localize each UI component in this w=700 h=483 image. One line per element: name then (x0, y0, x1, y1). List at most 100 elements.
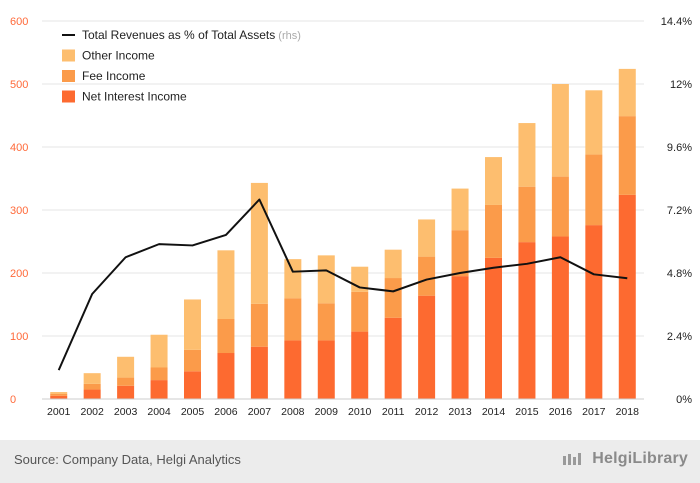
bar-other-income (618, 68, 636, 117)
x-tick-label: 2013 (448, 406, 472, 418)
bar-fee-income (618, 116, 636, 195)
y-left-tick-label: 300 (10, 205, 28, 217)
bar-other-income (317, 255, 335, 304)
y-left-tick-label: 0 (10, 394, 16, 406)
legend-swatch (62, 90, 75, 103)
legend-swatch (62, 70, 75, 82)
x-tick-label: 2008 (281, 406, 305, 418)
bar-other-income (418, 219, 436, 257)
bar-other-income (451, 188, 469, 231)
bar-net-interest-income (518, 242, 536, 399)
legend-swatch (62, 49, 75, 62)
y-right-tick-label: 9.6% (667, 142, 692, 154)
y-right-tick-label: 7.2% (667, 205, 692, 217)
bar-net-interest-income (217, 353, 235, 399)
bar-fee-income (585, 154, 603, 226)
y-right-tick-label: 14.4% (661, 16, 692, 28)
x-tick-label: 2005 (181, 406, 205, 418)
source-note: Source: Company Data, Helgi Analytics (14, 452, 241, 467)
legend-label: Total Revenues as % of Total Assets (rhs… (82, 28, 301, 42)
y-right-tick-label: 0% (676, 394, 692, 406)
y-left-tick-label: 600 (10, 16, 28, 28)
bar-net-interest-income (485, 257, 502, 399)
bar-other-income (384, 249, 402, 279)
brand-name: HelgiLibrary (592, 450, 688, 467)
bar-fee-income (485, 204, 502, 258)
x-tick-label: 2018 (616, 406, 640, 418)
bar-net-interest-income (284, 340, 302, 399)
x-tick-label: 2004 (147, 406, 171, 418)
brand-logo: HelgiLibrary (562, 450, 688, 468)
x-tick-label: 2011 (382, 406, 405, 418)
y-left-tick-label: 100 (10, 331, 28, 343)
footer: Source: Company Data, Helgi Analytics He… (0, 440, 700, 483)
bar-fee-income (551, 176, 569, 237)
x-tick-label: 2003 (114, 406, 138, 418)
bar-other-income (518, 123, 536, 187)
x-tick-label: 2014 (482, 406, 506, 418)
bar-net-interest-income (184, 371, 201, 399)
bar-other-income (184, 299, 201, 350)
library-icon (562, 452, 581, 465)
y-right-tick-label: 2.4% (667, 331, 692, 343)
bar-fee-income (518, 186, 536, 243)
x-tick-label: 2012 (415, 406, 439, 418)
bar-other-income (284, 259, 302, 299)
x-tick-label: 2002 (80, 406, 104, 418)
bar-other-income (250, 182, 268, 304)
x-tick-label: 2001 (47, 406, 71, 418)
chart: 0 100 200 300 400 500 600 0% 2.4% 4.8% 7.2% 9.6% 12%… (10, 16, 692, 418)
y-left-tick-label: 200 (10, 268, 28, 280)
y-right-tick-label: 12% (670, 79, 692, 91)
bar-net-interest-income (50, 395, 68, 399)
x-tick-label: 2009 (315, 406, 339, 418)
bar-fee-income (250, 303, 268, 347)
bar-net-interest-income (585, 225, 603, 399)
bar-other-income (485, 157, 502, 205)
bar-net-interest-income (250, 346, 268, 399)
bar-net-interest-income (117, 385, 135, 399)
x-tick-label: 2015 (515, 406, 539, 418)
bar-other-income (551, 84, 569, 177)
bar-fee-income (451, 230, 469, 277)
y-left-tick-label: 400 (10, 142, 28, 154)
bar-fee-income (351, 291, 369, 332)
x-tick-label: 2007 (248, 406, 272, 418)
bar-other-income (117, 356, 135, 378)
bar-net-interest-income (418, 295, 436, 399)
legend-label: Fee Income (82, 69, 146, 83)
bar-other-income (50, 392, 68, 394)
bar-net-interest-income (451, 276, 469, 399)
bar-other-income (585, 90, 603, 155)
bar-fee-income (418, 256, 436, 296)
bar-other-income (217, 250, 235, 319)
bar-net-interest-income (551, 236, 569, 399)
legend-label: Net Interest Income (82, 90, 187, 104)
bar-fee-income (384, 278, 402, 318)
bar-fee-income (150, 367, 168, 381)
bar-other-income (150, 334, 168, 368)
legend-label-suffix: (rhs) (275, 30, 301, 42)
y-left-tick-label: 500 (10, 79, 28, 91)
bar-fee-income (184, 349, 201, 372)
bar-fee-income (317, 303, 335, 341)
bar-other-income (83, 373, 101, 384)
bar-net-interest-income (83, 389, 101, 399)
legend-label: Other Income (82, 49, 155, 63)
x-tick-label: 2010 (348, 406, 372, 418)
bar-net-interest-income (317, 340, 335, 399)
bar-fee-income (50, 393, 68, 396)
bar-net-interest-income (150, 380, 168, 399)
x-tick-label: 2006 (214, 406, 238, 418)
y-right-tick-label: 4.8% (667, 268, 692, 280)
x-tick-label: 2017 (582, 406, 606, 418)
bar-net-interest-income (384, 317, 402, 399)
line-revenues-pct-assets (57, 198, 628, 371)
bar-fee-income (83, 383, 101, 390)
bar-fee-income (284, 298, 302, 341)
bar-net-interest-income (618, 194, 636, 399)
x-tick-label: 2016 (549, 406, 573, 418)
bar-net-interest-income (351, 331, 369, 399)
bar-fee-income (117, 377, 135, 386)
bar-fee-income (217, 318, 235, 354)
